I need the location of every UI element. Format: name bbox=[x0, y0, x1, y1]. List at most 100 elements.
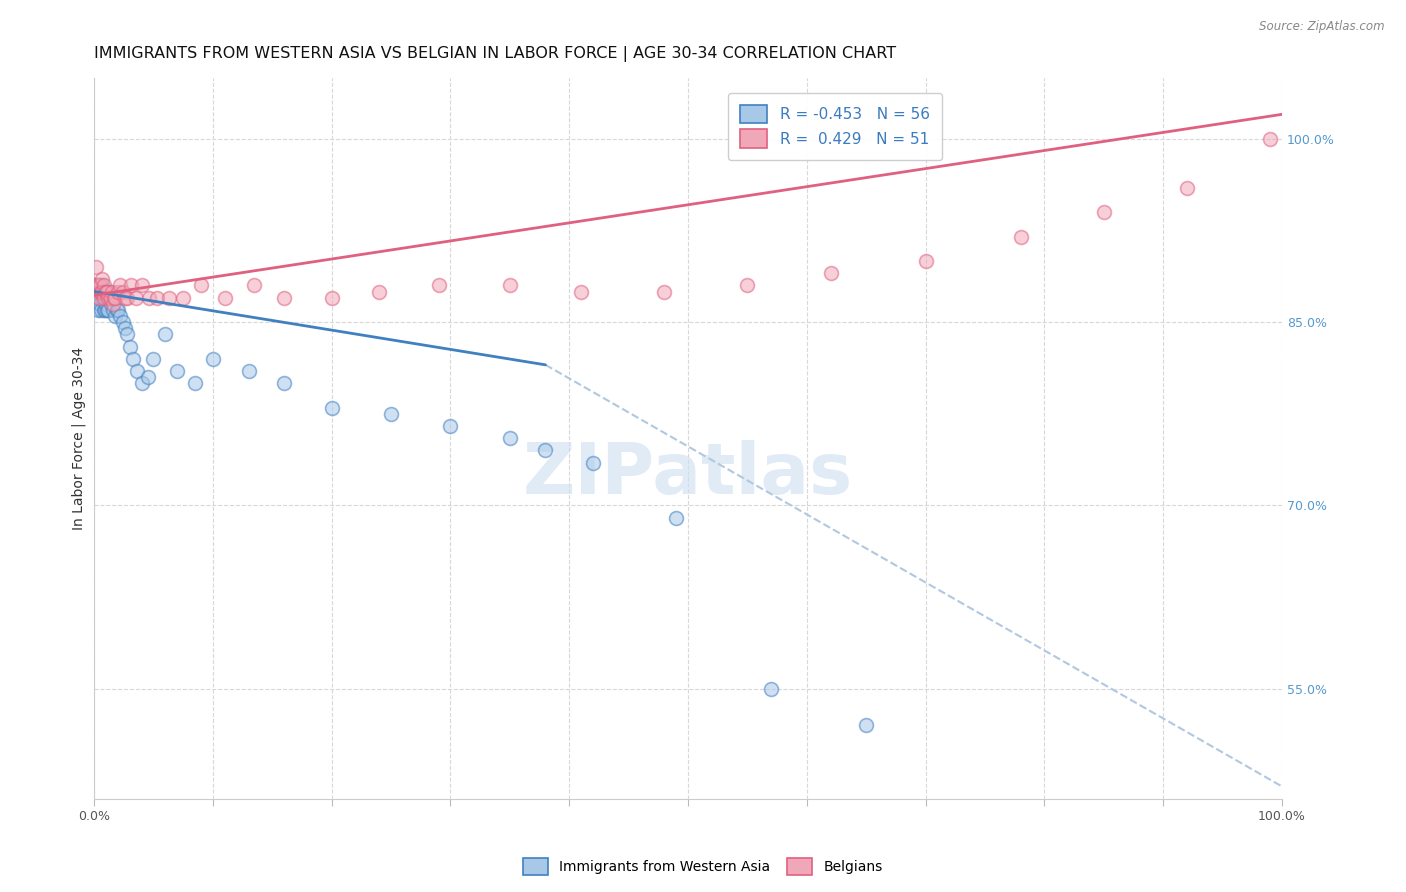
Point bbox=[737, 278, 759, 293]
Point bbox=[87, 291, 110, 305]
Point bbox=[166, 364, 188, 378]
Point bbox=[87, 291, 110, 305]
Legend: Immigrants from Western Asia, Belgians: Immigrants from Western Asia, Belgians bbox=[517, 853, 889, 880]
Point bbox=[91, 278, 114, 293]
Point bbox=[84, 278, 107, 293]
Point bbox=[94, 297, 117, 311]
Point bbox=[94, 285, 117, 299]
Point bbox=[1175, 180, 1198, 194]
Point bbox=[108, 309, 131, 323]
Point bbox=[534, 443, 557, 458]
Point bbox=[87, 285, 110, 299]
Point bbox=[97, 302, 120, 317]
Point bbox=[93, 285, 115, 299]
Point bbox=[104, 309, 127, 323]
Point bbox=[238, 364, 260, 378]
Point bbox=[1092, 205, 1115, 219]
Point bbox=[101, 285, 124, 299]
Point bbox=[120, 278, 142, 293]
Point bbox=[86, 291, 108, 305]
Point bbox=[427, 278, 450, 293]
Point bbox=[499, 278, 522, 293]
Point bbox=[93, 302, 115, 317]
Point bbox=[125, 364, 148, 378]
Point bbox=[104, 291, 127, 305]
Point bbox=[101, 302, 124, 317]
Point bbox=[131, 376, 153, 391]
Y-axis label: In Labor Force | Age 30-34: In Labor Force | Age 30-34 bbox=[72, 347, 86, 530]
Point bbox=[101, 291, 124, 305]
Point bbox=[90, 285, 112, 299]
Point bbox=[201, 351, 224, 366]
Point bbox=[86, 285, 108, 299]
Point bbox=[96, 291, 118, 305]
Point bbox=[157, 291, 180, 305]
Point bbox=[1010, 229, 1032, 244]
Point bbox=[1258, 132, 1281, 146]
Point bbox=[98, 285, 121, 299]
Point bbox=[273, 291, 295, 305]
Point bbox=[100, 291, 122, 305]
Point bbox=[117, 327, 139, 342]
Text: IMMIGRANTS FROM WESTERN ASIA VS BELGIAN IN LABOR FORCE | AGE 30-34 CORRELATION C: IMMIGRANTS FROM WESTERN ASIA VS BELGIAN … bbox=[94, 46, 896, 62]
Point bbox=[114, 321, 136, 335]
Point bbox=[90, 302, 112, 317]
Point bbox=[499, 431, 522, 445]
Point bbox=[122, 351, 145, 366]
Point bbox=[91, 272, 114, 286]
Point bbox=[94, 291, 117, 305]
Point bbox=[569, 285, 592, 299]
Point bbox=[184, 376, 207, 391]
Point bbox=[108, 278, 131, 293]
Point bbox=[155, 327, 177, 342]
Point bbox=[914, 254, 936, 268]
Point bbox=[124, 291, 146, 305]
Point bbox=[111, 285, 134, 299]
Point bbox=[100, 291, 122, 305]
Point bbox=[98, 291, 121, 305]
Text: ZIPatlas: ZIPatlas bbox=[523, 440, 853, 508]
Point bbox=[91, 285, 114, 299]
Point bbox=[96, 285, 118, 299]
Point bbox=[243, 278, 266, 293]
Point bbox=[100, 297, 122, 311]
Point bbox=[107, 285, 129, 299]
Point bbox=[93, 291, 115, 305]
Point bbox=[761, 681, 783, 696]
Point bbox=[368, 285, 391, 299]
Point bbox=[89, 297, 111, 311]
Text: Source: ZipAtlas.com: Source: ZipAtlas.com bbox=[1260, 20, 1385, 33]
Point bbox=[273, 376, 295, 391]
Point bbox=[84, 278, 107, 293]
Point bbox=[172, 291, 194, 305]
Point bbox=[131, 278, 153, 293]
Point bbox=[138, 291, 160, 305]
Point bbox=[94, 285, 117, 299]
Point bbox=[665, 510, 688, 524]
Point bbox=[820, 266, 842, 280]
Point bbox=[111, 315, 134, 329]
Point bbox=[93, 278, 115, 293]
Point bbox=[101, 297, 124, 311]
Point bbox=[91, 291, 114, 305]
Point bbox=[97, 291, 120, 305]
Point bbox=[214, 291, 236, 305]
Point bbox=[105, 302, 128, 317]
Point bbox=[86, 302, 108, 317]
Point bbox=[439, 419, 461, 434]
Point bbox=[117, 291, 139, 305]
Point bbox=[89, 278, 111, 293]
Point bbox=[86, 278, 108, 293]
Point bbox=[118, 339, 141, 353]
Point bbox=[190, 278, 212, 293]
Point bbox=[103, 291, 125, 305]
Point bbox=[380, 407, 402, 421]
Point bbox=[136, 370, 159, 384]
Point bbox=[96, 302, 118, 317]
Point bbox=[86, 278, 108, 293]
Point bbox=[89, 285, 111, 299]
Point bbox=[321, 291, 343, 305]
Point bbox=[90, 285, 112, 299]
Point bbox=[142, 351, 165, 366]
Point bbox=[97, 291, 120, 305]
